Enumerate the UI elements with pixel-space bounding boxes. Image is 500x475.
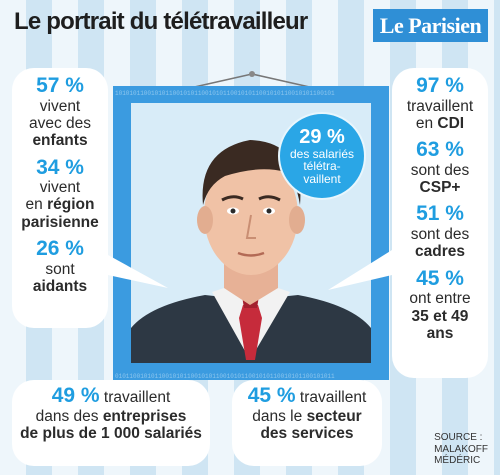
stat-cadres: 51 % sont des cadres — [392, 202, 488, 260]
left-stats-bubble: 57 % vivent avec des enfants 34 % vivent… — [12, 68, 108, 328]
hanging-wire-left — [189, 73, 253, 89]
headline-percent: 29 % — [299, 125, 345, 148]
stat-bold: secteur — [306, 407, 362, 425]
svg-text:101010110010101100101011001010: 1010101100101011001010110010101100101011… — [115, 90, 335, 97]
nose — [245, 214, 256, 239]
hanging-nail — [249, 71, 255, 77]
left-pupil — [230, 208, 236, 214]
right-bubble-tail — [328, 250, 392, 290]
right-pupil — [266, 208, 272, 214]
stat-bold: CDI — [437, 114, 465, 132]
stat-bold: parisienne — [21, 213, 99, 231]
source-line: SOURCE : — [434, 432, 483, 443]
right-stats-bubble: 97 % travaillent en CDI 63 % sont des CS… — [392, 68, 488, 378]
stat-bold: CSP+ — [419, 179, 461, 197]
stat-text: dans des — [35, 407, 103, 425]
stat-text: travaillent — [295, 389, 367, 406]
svg-text:010110010101100101011001010110: 0101100101011001010110010101100101011001… — [115, 373, 335, 380]
stat-age: 45 % ont entre 35 et 49 ans — [392, 267, 488, 343]
stat-percent: 49 % — [51, 384, 100, 407]
stat-children: 57 % vivent avec des enfants — [12, 74, 108, 150]
stat-bold: 35 et 49 — [411, 307, 469, 325]
stat-text: en — [25, 196, 48, 214]
stat-text: travaillent — [99, 389, 171, 406]
stat-bold: région — [47, 196, 95, 214]
stat-percent: 45 % — [416, 266, 464, 290]
stat-percent: 26 % — [36, 237, 84, 261]
stat-bold: de plus de 1 000 salariés — [20, 424, 202, 442]
stat-bold: entreprises — [102, 407, 187, 425]
stat-percent: 45 % — [247, 384, 296, 407]
bottom-right-bubble: 45 % travaillent dans le secteur des ser… — [232, 380, 382, 466]
stat-caregivers: 26 % sont aidants — [12, 237, 108, 295]
stat-percent: 51 % — [416, 202, 464, 226]
left-bubble-tail — [108, 255, 168, 288]
stat-region: 34 % vivent en région parisienne — [12, 156, 108, 232]
stat-percent: 63 % — [416, 138, 464, 162]
left-brow — [221, 195, 244, 202]
source-line: MALAKOFF — [434, 443, 488, 455]
stat-cdi: 97 % travaillent en CDI — [392, 74, 488, 132]
bottom-left-bubble: 49 % travaillent dans des entreprises de… — [12, 380, 210, 466]
stat-text: travaillent — [406, 97, 474, 115]
stat-text: sont des — [410, 225, 470, 243]
page-title: Le portrait du télétravailleur — [14, 8, 308, 35]
stat-bold: cadres — [415, 243, 465, 261]
stat-percent: 34 % — [36, 155, 84, 179]
source-line: MÉDÉRIC — [434, 455, 481, 466]
hanging-wire-right — [251, 73, 315, 89]
stat-bold: enfants — [32, 132, 88, 150]
stat-csp: 63 % sont des CSP+ — [392, 138, 488, 196]
stat-bold: des services — [260, 424, 354, 442]
stat-text: sont — [45, 260, 75, 278]
hair — [202, 140, 301, 205]
binary-texture: 1010101100101011001010110010101100101011… — [115, 90, 335, 380]
stat-text: ont entre — [409, 290, 471, 308]
headline-text: vaillent — [303, 171, 341, 186]
stat-percent: 97 % — [416, 74, 464, 97]
source-note: SOURCE : MALAKOFF MÉDÉRIC — [434, 432, 488, 467]
tie — [239, 305, 262, 360]
stat-text: sont des — [410, 161, 470, 179]
mouth — [237, 251, 265, 257]
stat-text: vivent — [39, 179, 81, 197]
stat-percent: 57 % — [36, 74, 84, 97]
stat-bold: ans — [426, 324, 454, 342]
right-brow — [258, 195, 281, 202]
le-parisien-logo: Le Parisien — [373, 9, 488, 42]
stat-text: en — [415, 114, 438, 132]
stat-text: vivent — [39, 97, 81, 115]
right-ear — [289, 206, 305, 234]
left-ear — [197, 206, 213, 234]
headline-badge: 29 % des salariés télétra- vaillent — [278, 112, 366, 200]
headline-text: des salariés — [289, 146, 355, 161]
headline-text: télétra- — [303, 159, 341, 174]
stat-bold: aidants — [32, 278, 88, 296]
stat-text: avec des — [28, 114, 92, 132]
stat-text: dans le — [252, 407, 307, 425]
